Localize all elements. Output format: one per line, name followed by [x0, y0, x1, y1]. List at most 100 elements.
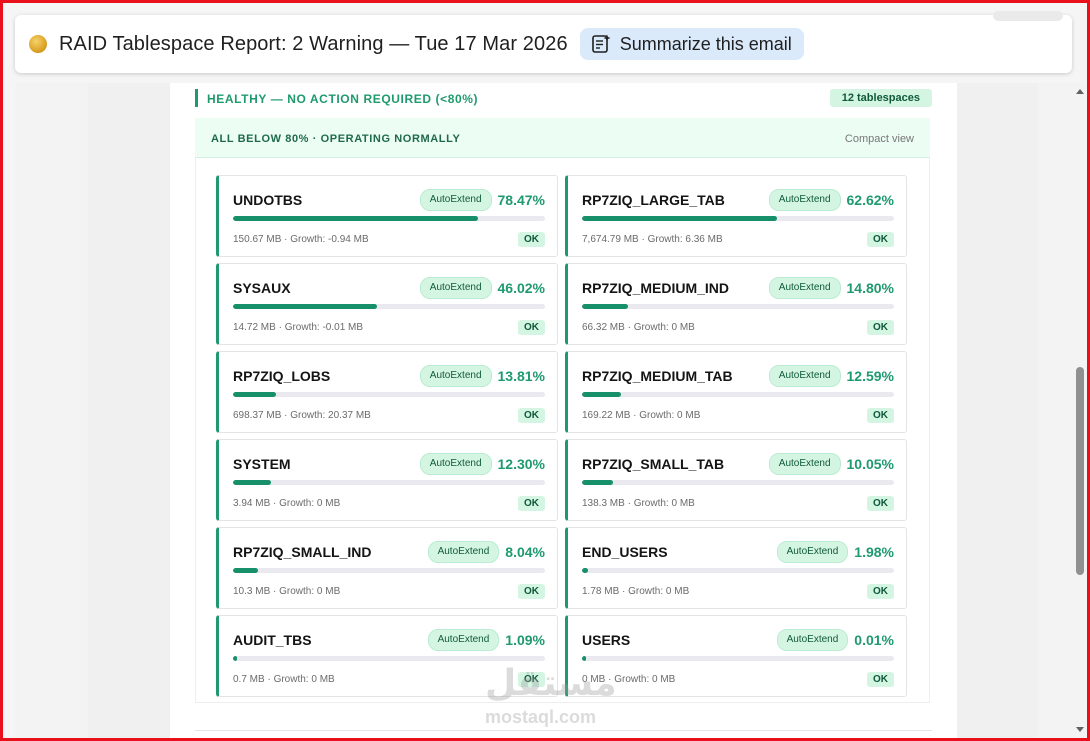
size-growth-text: 150.67 MB · Growth: -0.94 MB: [233, 234, 369, 245]
summarize-sparkle-icon: [591, 34, 611, 53]
status-badge: OK: [867, 320, 894, 335]
usage-bar-fill: [582, 304, 629, 309]
size-growth-text: 10.3 MB · Growth: 0 MB: [233, 586, 341, 597]
usage-percent: 1.98%: [854, 544, 894, 560]
tablespace-count-badge: 12 tablespaces: [829, 89, 932, 107]
usage-bar: [233, 656, 545, 661]
usage-percent: 13.81%: [497, 368, 545, 384]
usage-percent: 62.62%: [846, 192, 894, 208]
status-badge: OK: [518, 672, 545, 687]
tablespace-card: RP7ZIQ_SMALL_IND AutoExtend 8.04% 10.3 MB ·…: [216, 527, 558, 609]
tablespace-name: USERS: [582, 632, 631, 648]
tablespace-card: END_USERS AutoExtend 1.98% 1.78 MB · Growth…: [565, 527, 907, 609]
tablespace-grid: UNDOTBS AutoExtend 78.47% 150.67 MB · Growt…: [195, 158, 930, 703]
scroll-up-icon[interactable]: [1076, 89, 1084, 94]
window-controls-shadow: [993, 11, 1063, 21]
size-growth-text: 66.32 MB · Growth: 0 MB: [582, 322, 695, 333]
summarize-email-button[interactable]: Summarize this email: [579, 28, 804, 60]
scroll-down-icon[interactable]: [1076, 727, 1084, 732]
section-divider: [195, 730, 932, 731]
mail-window: RAID Tablespace Report: 2 Warning — Tue …: [3, 3, 1087, 738]
section-header: HEALTHY — NO ACTION REQUIRED (<80%) 12 t…: [195, 89, 932, 109]
tablespace-card: RP7ZIQ_LARGE_TAB AutoExtend 62.62% 7,674.79…: [565, 175, 907, 257]
tablespace-name: RP7ZIQ_MEDIUM_IND: [582, 280, 730, 296]
usage-percent: 46.02%: [497, 280, 545, 296]
status-badge: OK: [867, 232, 894, 247]
status-badge: OK: [518, 232, 545, 247]
tablespace-name: AUDIT_TBS: [233, 632, 312, 648]
section-subheader: ALL BELOW 80% · OPERATING NORMALLY Compa…: [195, 118, 930, 158]
tablespace-card: SYSTEM AutoExtend 12.30% 3.94 MB · Growth: …: [216, 439, 558, 521]
size-growth-text: 0 MB · Growth: 0 MB: [582, 674, 676, 685]
usage-percent: 78.47%: [497, 192, 545, 208]
usage-percent: 10.05%: [846, 456, 894, 472]
usage-bar: [233, 216, 545, 221]
email-header: RAID Tablespace Report: 2 Warning — Tue …: [15, 15, 1072, 73]
usage-bar: [582, 392, 894, 397]
status-badge: OK: [867, 672, 894, 687]
usage-bar-fill: [582, 216, 778, 221]
usage-bar-fill: [582, 568, 589, 573]
usage-bar: [233, 392, 545, 397]
email-content: HEALTHY — NO ACTION REQUIRED (<80%) 12 t…: [170, 83, 957, 738]
size-growth-text: 138.3 MB · Growth: 0 MB: [582, 498, 695, 509]
usage-bar: [582, 216, 894, 221]
category-coin-icon: [29, 35, 47, 53]
tablespace-card: RP7ZIQ_MEDIUM_TAB AutoExtend 12.59% 169.22 …: [565, 351, 907, 433]
tablespace-card: RP7ZIQ_MEDIUM_IND AutoExtend 14.80% 66.32 M…: [565, 263, 907, 345]
usage-bar-fill: [233, 392, 277, 397]
usage-percent: 14.80%: [846, 280, 894, 296]
usage-percent: 12.59%: [846, 368, 894, 384]
tablespace-name: UNDOTBS: [233, 192, 303, 208]
tablespace-card: RP7ZIQ_SMALL_TAB AutoExtend 10.05% 138.3 MB…: [565, 439, 907, 521]
tablespace-name: SYSTEM: [233, 456, 291, 472]
status-badge: OK: [518, 496, 545, 511]
usage-bar: [233, 304, 545, 309]
size-growth-text: 14.72 MB · Growth: -0.01 MB: [233, 322, 364, 333]
tablespace-card: RP7ZIQ_LOBS AutoExtend 13.81% 698.37 MB · G…: [216, 351, 558, 433]
tablespace-card: USERS AutoExtend 0.01% 0 MB · Growth: 0 MB O…: [565, 615, 907, 697]
autoextend-badge: AutoExtend: [427, 629, 500, 651]
autoextend-badge: AutoExtend: [768, 365, 841, 387]
usage-bar-fill: [233, 216, 478, 221]
vertical-scrollbar[interactable]: [1073, 83, 1087, 738]
usage-percent: 12.30%: [497, 456, 545, 472]
email-subject: RAID Tablespace Report: 2 Warning — Tue …: [59, 32, 568, 55]
status-badge: OK: [867, 408, 894, 423]
usage-bar-fill: [233, 480, 272, 485]
autoextend-badge: AutoExtend: [768, 189, 841, 211]
tablespace-name: END_USERS: [582, 544, 668, 560]
tablespace-name: RP7ZIQ_MEDIUM_TAB: [582, 368, 733, 384]
scrollbar-thumb[interactable]: [1076, 367, 1084, 575]
subheader-title: ALL BELOW 80% · OPERATING NORMALLY: [211, 133, 461, 145]
autoextend-badge: AutoExtend: [776, 629, 849, 651]
tablespace-card: AUDIT_TBS AutoExtend 1.09% 0.7 MB · Growth:…: [216, 615, 558, 697]
autoextend-badge: AutoExtend: [768, 453, 841, 475]
autoextend-badge: AutoExtend: [776, 541, 849, 563]
usage-bar: [582, 480, 894, 485]
tablespace-name: RP7ZIQ_SMALL_TAB: [582, 456, 725, 472]
size-growth-text: 1.78 MB · Growth: 0 MB: [582, 586, 690, 597]
tablespace-card: SYSAUX AutoExtend 46.02% 14.72 MB · Growth:…: [216, 263, 558, 345]
compact-view-label[interactable]: Compact view: [844, 133, 914, 145]
usage-percent: 1.09%: [505, 632, 545, 648]
status-badge: OK: [867, 496, 894, 511]
autoextend-badge: AutoExtend: [427, 541, 500, 563]
size-growth-text: 3.94 MB · Growth: 0 MB: [233, 498, 341, 509]
usage-bar-fill: [582, 656, 586, 661]
autoextend-badge: AutoExtend: [768, 277, 841, 299]
usage-bar-fill: [233, 656, 237, 661]
autoextend-badge: AutoExtend: [419, 189, 492, 211]
tablespace-card: UNDOTBS AutoExtend 78.47% 150.67 MB · Growt…: [216, 175, 558, 257]
usage-bar-fill: [233, 568, 259, 573]
size-growth-text: 698.37 MB · Growth: 20.37 MB: [233, 410, 371, 421]
email-body-viewport: HEALTHY — NO ACTION REQUIRED (<80%) 12 t…: [15, 83, 1077, 738]
usage-bar-fill: [233, 304, 377, 309]
tablespace-name: RP7ZIQ_SMALL_IND: [233, 544, 372, 560]
status-badge: OK: [518, 320, 545, 335]
autoextend-badge: AutoExtend: [419, 453, 492, 475]
usage-bar: [582, 656, 894, 661]
status-badge: OK: [867, 584, 894, 599]
tablespace-name: SYSAUX: [233, 280, 291, 296]
usage-bar-fill: [582, 480, 614, 485]
